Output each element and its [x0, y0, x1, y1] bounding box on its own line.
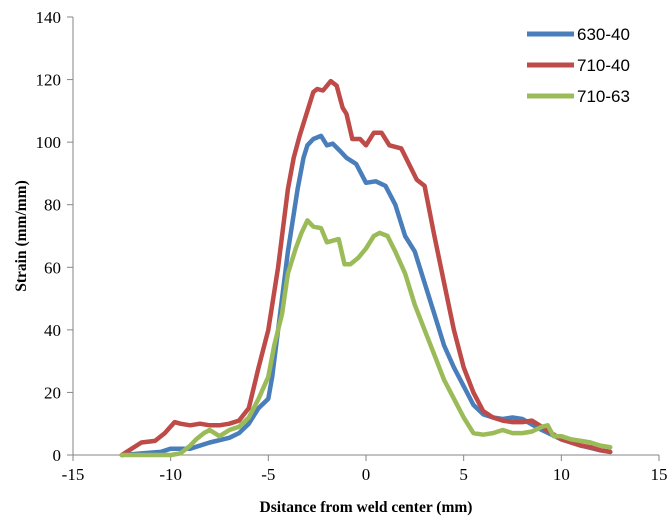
x-tick-label: -15	[62, 465, 85, 484]
x-tick-label: 15	[651, 465, 668, 484]
y-tick-label: 40	[44, 321, 61, 340]
x-ticks: -15 -10 -5 0 5 10 15	[62, 455, 668, 484]
series-line-710-40	[119, 78, 613, 458]
legend-label: 630-40	[577, 25, 630, 44]
x-tick-label: 10	[553, 465, 570, 484]
y-tick-label: 100	[36, 133, 62, 152]
y-ticks: 0 20 40 60 80 100 120 140	[36, 8, 73, 465]
legend-label: 710-63	[577, 87, 630, 106]
y-tick-label: 120	[36, 71, 62, 90]
series-group	[119, 78, 613, 458]
x-tick-label: 5	[459, 465, 468, 484]
legend-label: 710-40	[577, 56, 630, 75]
legend: 630-40 710-40 710-63	[527, 25, 630, 106]
series-line-710-63	[119, 218, 613, 458]
y-tick-label: 140	[36, 8, 62, 27]
y-tick-label: 60	[44, 258, 61, 277]
x-tick-label: -10	[159, 465, 182, 484]
x-axis-title: Dsitance from weld center (mm)	[260, 499, 473, 516]
x-tick-label: 0	[362, 465, 371, 484]
y-tick-label: 80	[44, 196, 61, 215]
axes	[72, 17, 659, 456]
x-tick-label: -5	[261, 465, 275, 484]
y-tick-label: 20	[44, 383, 61, 402]
y-axis-title: Strain (mm/mm)	[13, 180, 30, 292]
series-line-630-40	[119, 133, 613, 458]
y-tick-label: 0	[53, 446, 62, 465]
